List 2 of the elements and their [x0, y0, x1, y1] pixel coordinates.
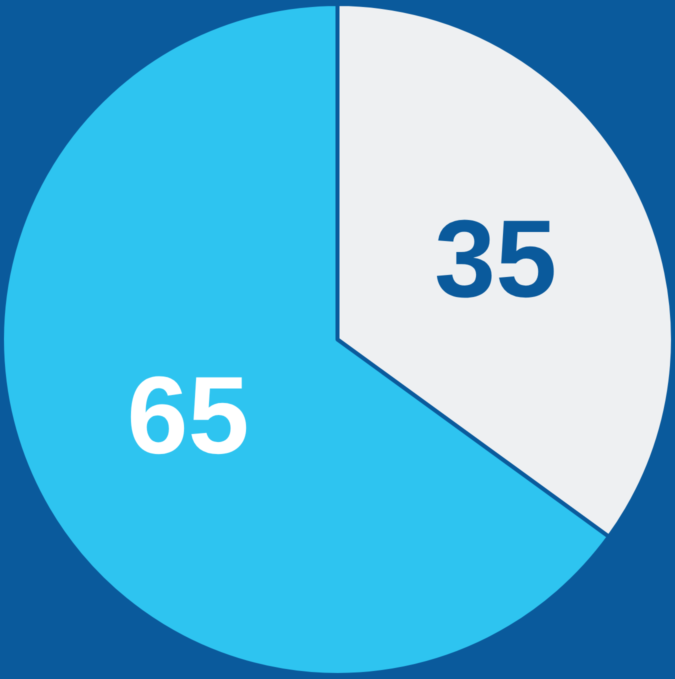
data-label: 35: [434, 197, 557, 320]
data-label: 65: [126, 354, 250, 478]
